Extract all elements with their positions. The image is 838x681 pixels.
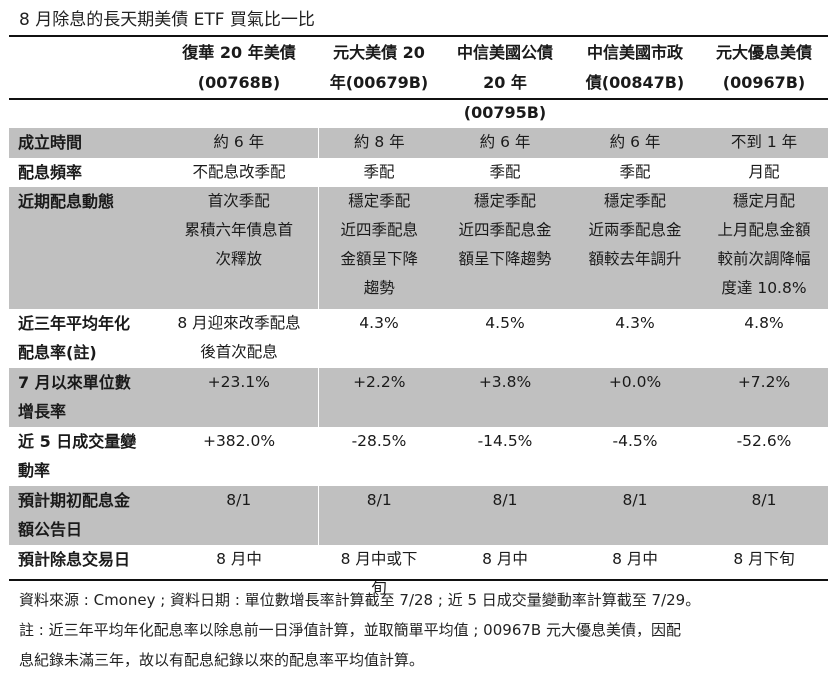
column-header-00795b: 中信美國公債 20 年(00795B) [456, 43, 553, 122]
footnotes: 資料來源 : Cmoney ; 資料日期 : 單位數增長率計算截至 7/28 ;… [19, 585, 824, 675]
column-header-00768b: 復華 20 年美債 (00768B) [182, 43, 296, 92]
table-cell: 8/1 [317, 486, 440, 545]
bottom-rule [9, 579, 828, 581]
row-label: 預計期初配息金 額公告日 [9, 486, 160, 545]
row-label: 配息頻率 [9, 158, 160, 187]
yield-note-line-2: 息紀錄未滿三年，故以有配息紀錄以來的配息率平均值計算。 [19, 651, 425, 669]
table-cell: 約 6 年 [440, 128, 570, 158]
table-cell: -52.6% [700, 427, 828, 486]
table-cell: 8/1 [700, 486, 828, 545]
column-header-00847b: 中信美國市政 債(00847B) [585, 43, 685, 92]
row-label: 成立時間 [9, 128, 160, 158]
table-cell: 8/1 [570, 486, 700, 545]
table-cell: 4.3% [318, 309, 440, 368]
table-cell: +23.1% [160, 368, 318, 427]
table-cell: 穩定月配 上月配息金額 較前次調降幅 度達 10.8% [700, 187, 828, 309]
header-row: 復華 20 年美債 (00768B) 元大美債 20 年(00679B) 中信美… [9, 37, 828, 128]
etf-comparison-table: 復華 20 年美債 (00768B) 元大美債 20 年(00679B) 中信美… [9, 37, 829, 604]
column-header-00967b: 元大優息美債 (00967B) [715, 43, 812, 92]
top-rule [9, 35, 828, 37]
table-cell: +0.0% [570, 368, 700, 427]
yield-note-line-1: 註 : 近三年平均年化配息率以除息前一日淨值計算，並取簡單平均值 ; 00967… [19, 621, 681, 639]
table-row-unit-growth: 7 月以來單位數 增長率 +23.1% +2.2% +3.8% +0.0% +7… [9, 368, 828, 427]
table-row-volume-change: 近 5 日成交量變 動率 +382.0% -28.5% -14.5% -4.5%… [9, 427, 828, 486]
source-note: 資料來源 : Cmoney ; 資料日期 : 單位數增長率計算截至 7/28 ;… [19, 591, 701, 609]
table-row-inception: 成立時間 約 6 年 約 8 年 約 6 年 約 6 年 不到 1 年 [9, 128, 828, 158]
table-cell: 8 月中或下 旬 [318, 545, 440, 604]
table-cell: 8 月迎來改季配息 後首次配息 [160, 309, 318, 368]
table-cell: -28.5% [318, 427, 440, 486]
table-cell: 月配 [700, 158, 828, 187]
table-cell: 不配息改季配 [160, 158, 318, 187]
row-label: 近三年平均年化 配息率(註) [9, 309, 160, 368]
table-cell: +382.0% [160, 427, 318, 486]
table-cell: +3.8% [440, 368, 570, 427]
row-label: 近 5 日成交量變 動率 [9, 427, 160, 486]
table-row-frequency: 配息頻率 不配息改季配 季配 季配 季配 月配 [9, 158, 828, 187]
table-title: 8 月除息的長天期美債 ETF 買氣比一比 [19, 10, 315, 30]
table-cell: -4.5% [570, 427, 700, 486]
table-cell: 4.3% [570, 309, 700, 368]
table-cell: 約 8 年 [317, 128, 440, 158]
table-cell: 4.5% [440, 309, 570, 368]
table-cell: 8 月中 [160, 545, 318, 604]
table-cell: 首次季配 累積六年債息首 次釋放 [160, 187, 318, 309]
table-cell: 8/1 [440, 486, 570, 545]
table-row-3yr-yield: 近三年平均年化 配息率(註) 8 月迎來改季配息 後首次配息 4.3% 4.5%… [9, 309, 828, 368]
header-rule [9, 98, 828, 100]
column-header-00679b: 元大美債 20 年(00679B) [329, 43, 429, 92]
table-cell: 約 6 年 [160, 128, 318, 158]
row-label: 近期配息動態 [9, 187, 160, 309]
table-cell: 8 月中 [440, 545, 570, 604]
table-cell: +7.2% [700, 368, 828, 427]
row-label: 7 月以來單位數 增長率 [9, 368, 160, 427]
table-cell: 8/1 [160, 486, 318, 545]
table-cell: 8 月下旬 [700, 545, 828, 604]
table-cell: 穩定季配 近兩季配息金 額較去年調升 [570, 187, 700, 309]
table-cell: -14.5% [440, 427, 570, 486]
table-cell: +2.2% [317, 368, 440, 427]
table-cell: 8 月中 [570, 545, 700, 604]
row-label: 預計除息交易日 [9, 545, 160, 604]
table-row-recent-dividend: 近期配息動態 首次季配 累積六年債息首 次釋放 穩定季配 近四季配息 金額呈下降… [9, 187, 828, 309]
header-empty [9, 37, 160, 128]
table-cell: 穩定季配 近四季配息金 額呈下降趨勢 [440, 187, 570, 309]
table-cell: 穩定季配 近四季配息 金額呈下降 趨勢 [317, 187, 440, 309]
table-row-ex-dividend-date: 預計除息交易日 8 月中 8 月中或下 旬 8 月中 8 月中 8 月下旬 [9, 545, 828, 604]
table-cell: 季配 [318, 158, 440, 187]
table-cell: 4.8% [700, 309, 828, 368]
table-cell: 季配 [570, 158, 700, 187]
table-cell: 季配 [440, 158, 570, 187]
table-row-announcement-date: 預計期初配息金 額公告日 8/1 8/1 8/1 8/1 8/1 [9, 486, 828, 545]
table-cell: 不到 1 年 [700, 128, 828, 158]
table-cell: 約 6 年 [570, 128, 700, 158]
